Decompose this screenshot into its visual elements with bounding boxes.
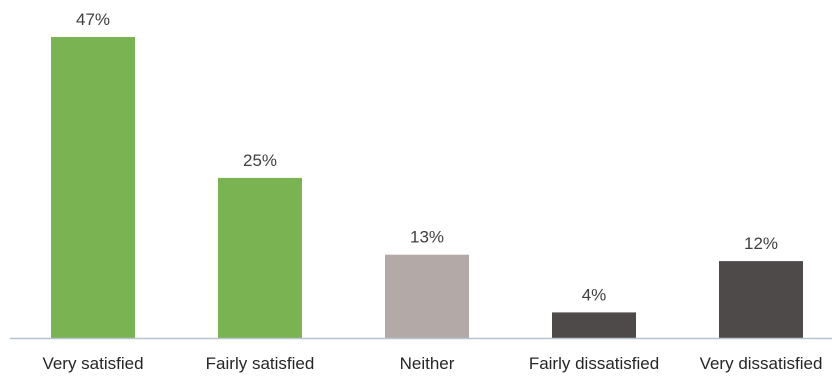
value-label-very-dissatisfied: 12% [744, 234, 778, 253]
category-labels-layer: Very satisfied Fairly satisfied Neither Fai… [42, 354, 822, 373]
bar-very-dissatisfied [719, 261, 803, 338]
value-label-very-satisfied: 47% [76, 10, 110, 29]
value-labels-layer: 47% 25% 13% 4% 12% [76, 10, 778, 304]
category-label-neither: Neither [400, 354, 455, 373]
value-label-fairly-dissatisfied: 4% [582, 285, 607, 304]
bar-fairly-satisfied [218, 177, 302, 338]
value-label-fairly-satisfied: 25% [243, 151, 277, 170]
category-label-very-dissatisfied: Very dissatisfied [700, 354, 823, 373]
category-label-fairly-dissatisfied: Fairly dissatisfied [529, 354, 659, 373]
value-label-neither: 13% [410, 228, 444, 247]
bars-layer [51, 37, 803, 338]
category-label-very-satisfied: Very satisfied [42, 354, 143, 373]
bar-very-satisfied [51, 37, 135, 338]
category-label-fairly-satisfied: Fairly satisfied [206, 354, 315, 373]
bar-neither [385, 254, 469, 338]
bar-fairly-dissatisfied [552, 312, 636, 338]
